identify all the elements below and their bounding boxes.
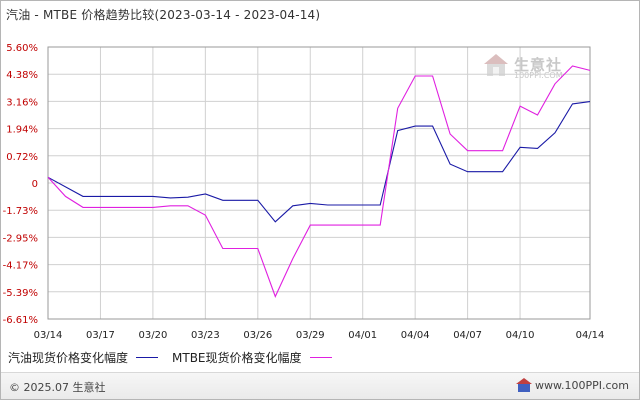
- legend-swatch-gasoline: [136, 357, 159, 358]
- plot-border: [47, 46, 591, 320]
- x-tick-label: 03/14: [34, 330, 63, 341]
- chart-title: 汽油 - MTBE 价格趋势比较(2023-03-14 - 2023-04-14…: [6, 8, 321, 22]
- y-tick-label: -2.95%: [3, 233, 38, 244]
- y-tick-label: 1.94%: [6, 125, 38, 136]
- legend: 汽油现货价格变化幅度 MTBE现货价格变化幅度: [8, 349, 346, 366]
- legend-item-mtbe: MTBE现货价格变化幅度: [172, 349, 332, 366]
- x-tick-label: 04/01: [348, 330, 377, 341]
- x-tick-label: 03/29: [296, 330, 325, 341]
- series-line-gasoline: [47, 101, 591, 223]
- legend-item-gasoline: 汽油现货价格变化幅度: [8, 349, 159, 366]
- y-tick-label: -5.39%: [3, 288, 38, 299]
- x-tick-label: 03/17: [86, 330, 115, 341]
- x-tick-label: 04/04: [401, 330, 430, 341]
- axes: [47, 46, 591, 320]
- legend-label-gasoline: 汽油现货价格变化幅度: [8, 351, 129, 365]
- x-tick-label: 04/10: [506, 330, 535, 341]
- grid: [47, 46, 591, 320]
- footer-logo-icon: [516, 378, 532, 392]
- copyright-text: © 2025.07 生意社: [9, 381, 106, 394]
- footer-bar: © 2025.07 生意社 www.100PPI.com: [1, 372, 639, 399]
- x-tick-label: 04/07: [453, 330, 482, 341]
- watermark-logo-icon: [484, 54, 508, 76]
- y-tick-label: 5.60%: [6, 43, 38, 54]
- x-tick-label: 03/20: [138, 330, 167, 341]
- y-tick-labels: 5.60% 4.38% 3.16% 1.94% 0.72% 0 -1.73% -2.95% -4…: [3, 43, 38, 326]
- x-tick-label: 03/23: [191, 330, 220, 341]
- x-tick-label: 03/26: [243, 330, 272, 341]
- y-tick-label: -1.73%: [3, 206, 38, 217]
- x-tick-label: 04/14: [576, 330, 605, 341]
- y-tick-label: 0: [32, 179, 38, 190]
- legend-swatch-mtbe: [309, 357, 332, 358]
- site-link[interactable]: www.100PPI.com: [535, 379, 629, 392]
- y-tick-label: 0.72%: [6, 152, 38, 163]
- watermark-sub: 100PPI.COM: [514, 71, 563, 80]
- y-tick-label: 4.38%: [6, 70, 38, 81]
- x-tick-labels: 03/14 03/17 03/20 03/23 03/26 03/29 04/01 04/04…: [34, 330, 605, 341]
- y-tick-label: 3.16%: [6, 97, 38, 108]
- legend-label-mtbe: MTBE现货价格变化幅度: [172, 351, 302, 365]
- series-lines: [47, 65, 591, 298]
- y-tick-label: -6.61%: [3, 315, 38, 326]
- series-line-mtbe: [47, 65, 591, 298]
- watermark-text: 生意社: [514, 56, 563, 74]
- y-tick-label: -4.17%: [3, 261, 38, 272]
